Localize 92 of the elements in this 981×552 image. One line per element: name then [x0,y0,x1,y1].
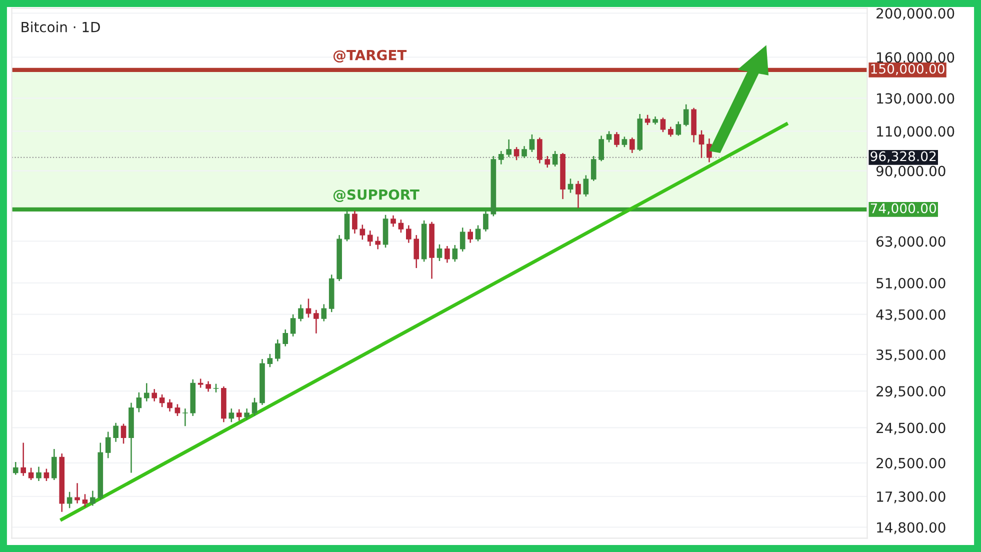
candlestick [452,244,458,262]
candlestick [475,224,481,242]
y-tick-label: 51,000.00 [876,278,946,290]
y-tick-label: 160,000.00 [877,52,954,64]
candlestick [120,423,126,444]
candlestick [606,130,612,143]
candlestick [360,224,366,240]
candlestick [414,234,420,269]
candlestick [113,422,118,443]
candlestick [460,226,466,252]
candlestick [676,120,682,136]
ref-line-label: @SUPPORT [333,189,420,202]
candlestick [198,378,204,388]
candlestick [314,309,319,334]
candlestick [167,398,172,412]
candlestick [544,155,550,168]
candlestick [36,466,42,482]
candlestick [398,218,404,234]
y-tick-label: 14,800.00 [877,522,946,534]
candlestick [244,408,250,420]
candlestick [375,236,380,250]
candlestick [144,382,150,402]
candlestick [683,104,689,127]
candlestick [82,494,88,508]
candlestick [537,136,542,164]
candlestick [522,145,527,159]
y-tick-label: 29,500.00 [876,386,946,398]
candlestick [159,394,165,408]
candlestick [568,178,574,194]
candlestick [28,467,34,481]
candlestick [367,230,373,247]
candlestick [182,408,188,427]
candlestick [644,114,650,126]
candlestick [90,490,96,506]
candlestick [622,136,628,148]
candlestick [206,380,211,392]
candlestick [252,397,258,417]
candlestick [483,210,488,232]
candlestick [282,328,288,347]
candlestick [629,136,635,154]
y-tick-label: 90,000.00 [876,166,946,178]
candlestick [498,150,504,165]
candlestick [660,117,666,133]
y-tick-label: 63,000.00 [876,236,946,248]
candlestick [506,138,512,158]
candlestick [152,388,158,402]
candlestick [236,408,242,422]
candlestick [668,126,674,138]
candlestick [44,468,50,482]
text: 150,000.00 [871,64,944,76]
candlestick [298,304,304,322]
candlestick [228,408,234,423]
candlestick [590,155,596,182]
text: 74,000.00 [870,203,936,215]
candlestick [352,210,358,234]
candlestick [136,392,142,413]
ref-line-label: @TARGET [333,50,407,63]
candlestick [436,244,442,262]
y-tick-label: 200,000.00 [876,8,954,20]
candlestick [290,314,296,338]
y-tick-label: 17,300.00 [877,491,946,504]
candlestick [174,404,180,417]
text: 96,328.02 [870,151,936,163]
candlestick [552,150,558,168]
candlestick [698,130,704,159]
text: Bitcoin · 1D [22,22,100,32]
candlestick [529,134,535,153]
y-tick-label: 24,500.00 [876,422,946,435]
y-tick-label: 43,500.00 [876,309,946,322]
candlestick [12,461,18,476]
candlestick [274,338,280,362]
candlestick [406,224,412,244]
candlestick [20,442,26,476]
candlestick [514,146,520,161]
candlestick [66,491,72,509]
y-tick-label: 35,500.00 [876,349,946,362]
candlestick [51,448,57,481]
y-tick-label: 20,500.00 [876,458,946,470]
candlestick [468,228,473,244]
candlestick [598,135,604,162]
candlestick [105,431,111,459]
candlestick [267,353,273,368]
candlestick [74,482,80,504]
candlestick [306,298,312,318]
candlestick [321,304,327,322]
y-tick-label: 130,000.00 [877,93,954,106]
candlestick [614,131,620,148]
candlestick [390,214,396,228]
candlestick [576,180,581,209]
y-tick-label: 110,000.00 [877,126,954,138]
candlestick [583,174,589,198]
candlestick [444,245,450,264]
